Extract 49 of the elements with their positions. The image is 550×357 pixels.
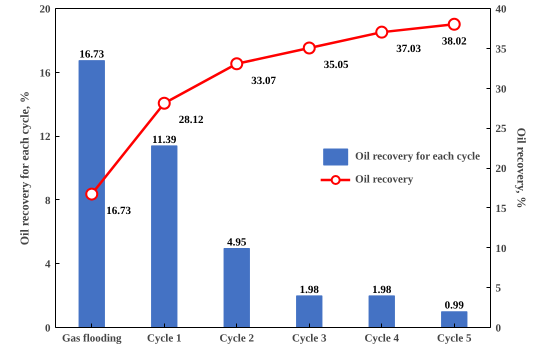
data-label: 11.39 bbox=[152, 134, 177, 146]
y2-tick-label: 30 bbox=[496, 83, 507, 96]
point bbox=[230, 57, 244, 70]
y-axis-title: Oil recovery for each cycle, % bbox=[18, 91, 32, 246]
x-tick-label: Cycle 4 bbox=[364, 332, 400, 344]
y2-tick-label: 5 bbox=[496, 282, 502, 295]
bar bbox=[441, 311, 468, 328]
y2-tick-label: 0 bbox=[496, 322, 502, 334]
bar bbox=[224, 248, 250, 328]
y2-tick-label: 15 bbox=[496, 202, 507, 215]
data-label: 16.73 bbox=[79, 48, 105, 61]
data-label: 1.98 bbox=[372, 284, 392, 296]
data-label: 38.02 bbox=[442, 35, 468, 48]
y-tick-label: 20 bbox=[40, 4, 51, 16]
point bbox=[158, 96, 171, 110]
data-label: 28.12 bbox=[178, 114, 204, 126]
x-tick-label: Cycle 3 bbox=[292, 332, 328, 344]
x-tick-label: Cycle 1 bbox=[146, 332, 182, 344]
data-label: 1.98 bbox=[300, 284, 320, 296]
x-tick-label: Cycle 5 bbox=[436, 332, 472, 344]
bar bbox=[78, 60, 105, 328]
y-tick-label: 12 bbox=[40, 131, 51, 144]
data-label: 16.73 bbox=[106, 205, 132, 218]
y2-tick-label: 25 bbox=[496, 123, 507, 136]
data-label: 0.99 bbox=[444, 300, 464, 312]
y2-axis-title: Oil recovery, % bbox=[514, 128, 528, 208]
data-label: 35.05 bbox=[324, 58, 349, 71]
data-label: 37.03 bbox=[396, 43, 422, 56]
y2-tick-label: 20 bbox=[496, 163, 507, 175]
x-tick-label: Gas flooding bbox=[62, 332, 122, 344]
point bbox=[85, 188, 98, 201]
x-tick-label: Cycle 2 bbox=[219, 332, 255, 344]
y-tick-label: 8 bbox=[45, 194, 51, 207]
legend-label: Oil recovery bbox=[355, 173, 414, 185]
y-tick-label: 4 bbox=[45, 258, 51, 271]
bar bbox=[151, 145, 178, 328]
data-label: 4.95 bbox=[227, 236, 247, 249]
point bbox=[448, 18, 461, 31]
legend-label: Oil recovery for each cycle bbox=[355, 150, 480, 162]
point bbox=[375, 26, 388, 39]
data-label: 33.07 bbox=[251, 74, 276, 87]
bar bbox=[368, 295, 395, 328]
y-tick-label: 0 bbox=[45, 322, 51, 334]
y2-tick-label: 10 bbox=[496, 242, 507, 255]
point bbox=[302, 41, 316, 54]
y2-tick-label: 40 bbox=[496, 4, 507, 16]
y-tick-label: 16 bbox=[40, 67, 51, 80]
bar bbox=[296, 295, 322, 328]
y2-tick-label: 35 bbox=[496, 43, 507, 56]
